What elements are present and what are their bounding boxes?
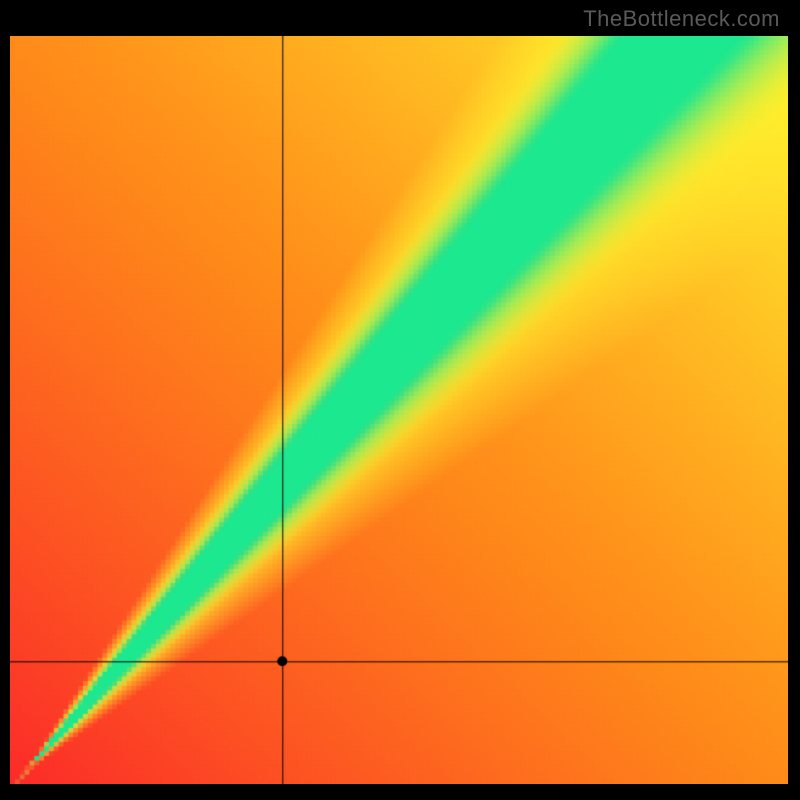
- chart-outer-frame: TheBottleneck.com: [0, 0, 800, 800]
- watermark-text: TheBottleneck.com: [583, 6, 780, 32]
- bottleneck-heatmap: [10, 36, 788, 784]
